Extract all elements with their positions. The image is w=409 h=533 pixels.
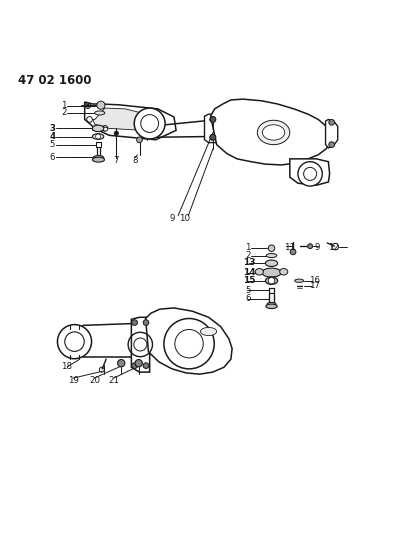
Circle shape xyxy=(210,134,216,140)
Circle shape xyxy=(210,117,216,122)
Circle shape xyxy=(117,360,125,367)
Polygon shape xyxy=(290,159,330,185)
Ellipse shape xyxy=(280,269,288,275)
Text: 9: 9 xyxy=(314,243,319,252)
Text: 10: 10 xyxy=(179,214,190,223)
Ellipse shape xyxy=(266,254,277,257)
Text: 12: 12 xyxy=(328,243,339,252)
Polygon shape xyxy=(204,114,221,143)
Text: 6: 6 xyxy=(49,153,55,161)
Circle shape xyxy=(97,101,105,109)
Ellipse shape xyxy=(93,156,104,160)
Ellipse shape xyxy=(257,120,290,144)
Circle shape xyxy=(143,320,149,326)
Text: 4: 4 xyxy=(49,132,56,141)
Ellipse shape xyxy=(265,260,278,266)
Circle shape xyxy=(134,108,165,139)
Text: 21: 21 xyxy=(109,376,119,385)
Ellipse shape xyxy=(92,125,104,132)
Text: 14: 14 xyxy=(243,268,255,277)
Ellipse shape xyxy=(294,279,303,282)
Circle shape xyxy=(143,363,149,368)
Circle shape xyxy=(132,363,137,368)
Text: 2: 2 xyxy=(61,108,67,117)
Ellipse shape xyxy=(255,269,263,275)
Text: 17: 17 xyxy=(309,281,320,290)
Circle shape xyxy=(268,245,275,252)
Ellipse shape xyxy=(92,157,105,162)
Circle shape xyxy=(210,117,216,122)
Text: 19: 19 xyxy=(68,376,79,385)
Polygon shape xyxy=(93,108,160,131)
Text: 13: 13 xyxy=(243,259,255,268)
Ellipse shape xyxy=(92,134,104,139)
Ellipse shape xyxy=(266,304,277,309)
Polygon shape xyxy=(146,308,232,374)
Text: 20: 20 xyxy=(89,376,100,385)
Text: 6: 6 xyxy=(245,294,251,303)
Text: 1: 1 xyxy=(245,243,251,252)
Text: 3: 3 xyxy=(49,124,55,133)
Circle shape xyxy=(96,134,101,139)
Circle shape xyxy=(290,249,296,255)
Text: 47 02 1600: 47 02 1600 xyxy=(18,74,91,86)
Circle shape xyxy=(329,119,335,125)
Text: 8: 8 xyxy=(133,156,138,165)
Ellipse shape xyxy=(263,125,285,140)
Polygon shape xyxy=(326,119,338,148)
Text: 16: 16 xyxy=(309,276,320,285)
Circle shape xyxy=(298,161,322,186)
Text: 1: 1 xyxy=(61,101,67,110)
Ellipse shape xyxy=(267,302,276,306)
Polygon shape xyxy=(131,317,150,372)
Circle shape xyxy=(210,134,216,140)
Circle shape xyxy=(308,244,312,248)
Text: 5: 5 xyxy=(49,140,55,149)
Circle shape xyxy=(268,278,275,284)
Text: 7: 7 xyxy=(113,156,119,165)
Text: 5: 5 xyxy=(245,286,251,295)
Ellipse shape xyxy=(262,268,281,277)
Text: 15: 15 xyxy=(243,276,255,285)
Circle shape xyxy=(132,320,137,326)
Circle shape xyxy=(135,360,142,367)
Polygon shape xyxy=(211,99,330,165)
Text: 18: 18 xyxy=(61,362,72,372)
Circle shape xyxy=(87,104,89,107)
Circle shape xyxy=(329,142,335,148)
Ellipse shape xyxy=(200,327,217,336)
Circle shape xyxy=(137,137,142,143)
Circle shape xyxy=(115,131,118,135)
Text: 2: 2 xyxy=(245,251,251,260)
Text: 9: 9 xyxy=(170,214,175,223)
Polygon shape xyxy=(85,102,176,140)
Ellipse shape xyxy=(94,111,105,115)
Text: 11: 11 xyxy=(284,243,295,252)
Ellipse shape xyxy=(265,277,278,285)
